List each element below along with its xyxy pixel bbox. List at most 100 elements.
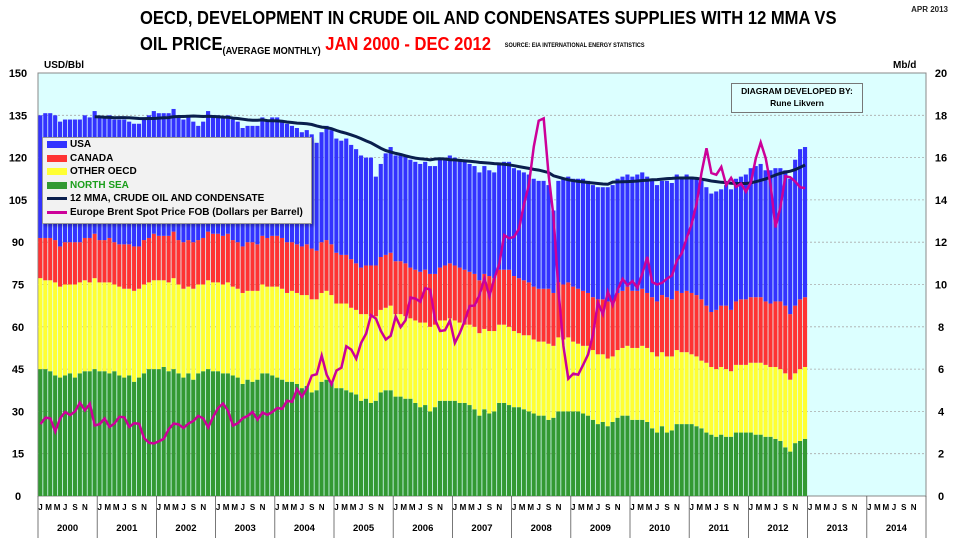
bar-north-sea (605, 426, 610, 496)
bar-canada (551, 292, 556, 346)
month-tick-label: M (231, 503, 238, 512)
month-tick-label: M (883, 503, 890, 512)
bar-canada (289, 242, 295, 291)
bar-canada (497, 269, 502, 325)
bar-other-oecd (398, 314, 403, 397)
bar-canada (521, 280, 526, 336)
bar-canada (398, 261, 403, 315)
bar-north-sea (536, 415, 541, 496)
bar-canada (418, 271, 423, 323)
bar-canada (245, 242, 250, 291)
bar-canada (181, 242, 186, 289)
bar-canada (324, 240, 329, 291)
month-tick-label: S (546, 503, 552, 512)
bar-canada (151, 233, 156, 281)
bar-other-oecd (551, 345, 556, 418)
bar-north-sea (363, 398, 369, 496)
bar-canada (201, 237, 206, 285)
bar-usa (403, 155, 408, 264)
bar-north-sea (87, 371, 92, 496)
right-tick-label: 10 (935, 280, 947, 292)
bar-canada (571, 286, 576, 342)
bar-canada (802, 297, 808, 367)
annotation-line2: Rune Likvern (770, 98, 824, 108)
bar-other-oecd (714, 369, 719, 437)
left-tick-label: 60 (12, 322, 24, 334)
date-stamp: APR 2013 (911, 5, 948, 14)
month-tick-label: M (578, 503, 585, 512)
bar-other-oecd (452, 320, 457, 401)
bar-usa (388, 147, 393, 253)
month-tick-label: M (104, 503, 111, 512)
bar-north-sea (748, 432, 753, 496)
bar-usa (472, 166, 477, 274)
bar-canada (753, 297, 758, 363)
year-label: 2008 (531, 523, 552, 534)
legend-item: NORTH SEA (43, 179, 311, 193)
bar-usa (551, 210, 556, 293)
bar-north-sea (497, 402, 502, 496)
bar-usa (778, 168, 783, 302)
bar-canada (536, 288, 541, 342)
bar-usa (497, 163, 502, 270)
month-tick-label: S (428, 503, 434, 512)
bar-north-sea (541, 415, 546, 496)
bar-north-sea (679, 424, 684, 496)
bar-other-oecd (156, 280, 161, 370)
legend-label: NORTH SEA (70, 179, 129, 191)
month-tick-label: J (334, 503, 338, 512)
bar-usa (368, 157, 373, 266)
bar-canada (38, 237, 43, 279)
bar-canada (349, 259, 354, 308)
bar-north-sea (743, 432, 748, 496)
month-tick-label: J (300, 503, 304, 512)
bar-north-sea (758, 434, 763, 496)
month-tick-label: J (157, 503, 161, 512)
month-tick-label: N (733, 503, 739, 512)
bar-other-oecd (304, 295, 309, 387)
month-tick-label: J (833, 503, 837, 512)
bar-north-sea (472, 409, 477, 496)
bar-other-oecd (689, 354, 694, 425)
legend-label: Europe Brent Spot Price FOB (Dollars per… (70, 206, 303, 218)
bar-north-sea (171, 369, 176, 496)
bar-canada (615, 292, 620, 351)
bar-canada (778, 301, 783, 370)
bar-north-sea (58, 377, 63, 496)
bar-canada (763, 301, 768, 365)
bar-usa (753, 166, 758, 298)
author-annotation: DIAGRAM DEVELOPED BY: Rune Likvern (731, 83, 863, 113)
bar-north-sea (798, 441, 803, 496)
month-tick-label: N (437, 503, 443, 512)
bar-usa (358, 155, 364, 268)
bar-usa (354, 149, 359, 264)
bar-usa (679, 176, 684, 293)
bar-north-sea (270, 375, 275, 496)
bar-other-oecd (107, 282, 112, 374)
bar-canada (546, 288, 551, 344)
bar-usa (393, 155, 398, 262)
month-tick-label: M (519, 503, 526, 512)
month-tick-label: N (674, 503, 680, 512)
month-tick-label: S (368, 503, 374, 512)
bar-usa (418, 163, 423, 272)
bar-north-sea (778, 441, 783, 496)
bar-usa (674, 174, 679, 291)
bar-north-sea (181, 377, 186, 496)
bar-usa (783, 170, 788, 306)
bar-north-sea (67, 373, 73, 496)
bar-north-sea (788, 451, 793, 496)
bar-other-oecd (408, 318, 413, 399)
bar-canada (605, 301, 610, 359)
bar-canada (576, 288, 581, 344)
bar-north-sea (482, 409, 487, 496)
bar-usa (664, 180, 669, 298)
bar-usa (585, 180, 591, 293)
bar-canada (630, 290, 635, 348)
bar-other-oecd (645, 347, 650, 422)
bar-other-oecd (793, 373, 798, 444)
bar-usa (640, 172, 645, 289)
chart-title: OECD, DEVELOPMENT IN CRUDE OIL AND CONDE… (140, 8, 837, 28)
bar-other-oecd (132, 290, 137, 382)
bar-north-sea (654, 432, 660, 496)
